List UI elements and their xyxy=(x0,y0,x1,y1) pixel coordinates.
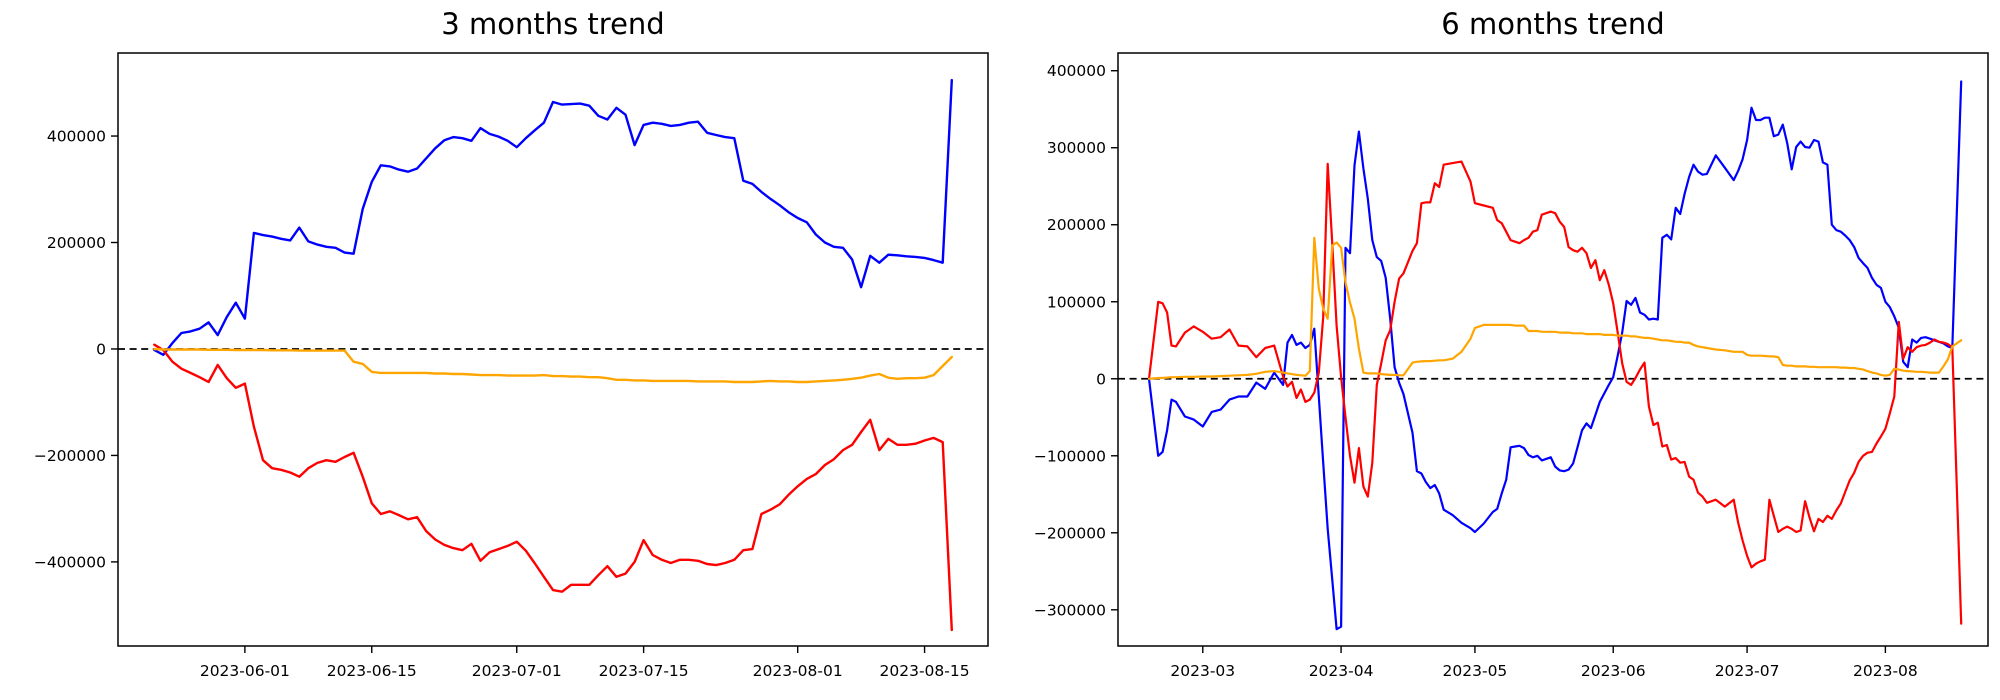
x-axis-label: 2023-06-15 xyxy=(327,662,417,680)
series-line-blue xyxy=(153,78,953,356)
y-axis-label: 200000 xyxy=(47,234,106,252)
y-axis-label: 400000 xyxy=(47,128,106,146)
x-axis-label: 2023-06 xyxy=(1581,662,1646,680)
y-axis-label: 300000 xyxy=(1047,139,1106,157)
y-axis-label: −300000 xyxy=(1034,601,1106,619)
series-line-orange xyxy=(1148,236,1963,380)
y-axis-label: −400000 xyxy=(34,553,106,571)
x-axis-label: 2023-08-15 xyxy=(880,662,970,680)
six-months-trend-chart: 6 months trend 400000 300000 200000 100000 0… xyxy=(1034,7,1989,680)
y-axis-label: 400000 xyxy=(1047,62,1106,80)
x-axis-label: 2023-04 xyxy=(1309,662,1374,680)
y-axis-label: 0 xyxy=(1096,370,1106,388)
series-line-orange xyxy=(153,347,953,384)
plot-area: 400000 300000 200000 100000 0 −100000 −200000 −… xyxy=(1034,52,1989,680)
y-axis-label: −200000 xyxy=(34,447,106,465)
y-axis-label: −100000 xyxy=(1034,447,1106,465)
x-axis-label: 2023-08 xyxy=(1853,662,1918,680)
y-axis-label: 100000 xyxy=(1047,293,1106,311)
plot-area: 400000 200000 0 −200000 −400000 2023-06-01 202… xyxy=(34,52,989,680)
x-axis-label: 2023-07 xyxy=(1715,662,1780,680)
series-line-blue xyxy=(1148,80,1963,631)
chart-title: 6 months trend xyxy=(1441,7,1664,41)
x-axis-label: 2023-03 xyxy=(1170,662,1235,680)
series-line-red xyxy=(1148,160,1963,625)
y-axis-label: 0 xyxy=(96,340,106,358)
x-axis-label: 2023-07-01 xyxy=(472,662,562,680)
x-axis-label: 2023-08-01 xyxy=(753,662,843,680)
series-line-red xyxy=(153,343,953,632)
chart-title: 3 months trend xyxy=(441,7,664,41)
three-months-trend-chart: 3 months trend 400000 200000 0 −200000 −4000… xyxy=(34,7,989,680)
x-axis-label: 2023-06-01 xyxy=(200,662,290,680)
y-axis-label: 200000 xyxy=(1047,216,1106,234)
plot-frame xyxy=(1117,52,1989,647)
y-axis-label: −200000 xyxy=(1034,524,1106,542)
x-axis-label: 2023-05 xyxy=(1443,662,1508,680)
x-axis-label: 2023-07-15 xyxy=(599,662,689,680)
